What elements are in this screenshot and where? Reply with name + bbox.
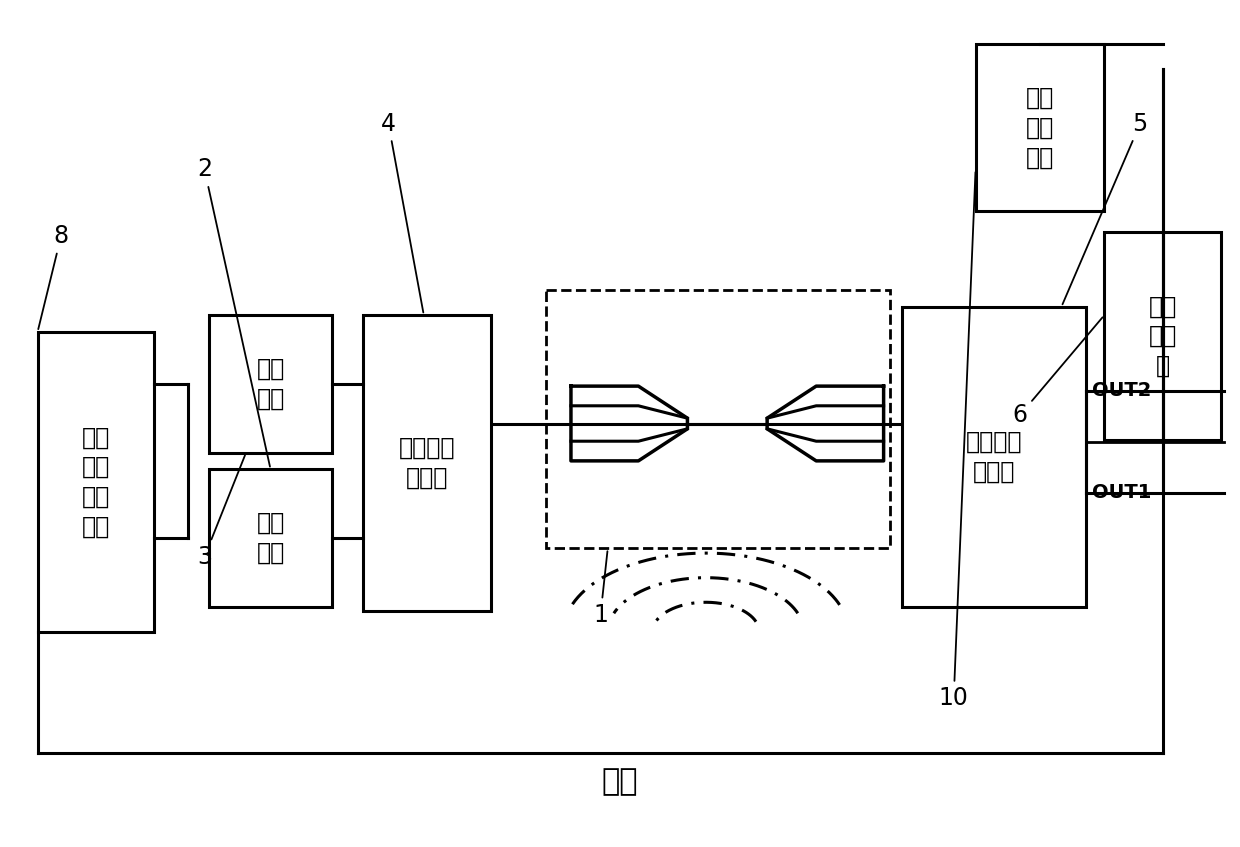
Text: 第一波分
复用器: 第一波分 复用器 <box>398 436 455 490</box>
Text: 3: 3 <box>197 455 246 569</box>
Bar <box>210 315 332 452</box>
Text: 光源
功率
控制
单元: 光源 功率 控制 单元 <box>82 425 110 539</box>
Text: 1: 1 <box>593 551 608 627</box>
Text: 声波: 声波 <box>601 767 639 796</box>
Bar <box>362 315 491 611</box>
Bar <box>37 332 154 632</box>
Text: 8: 8 <box>38 224 68 329</box>
Text: OUT1: OUT1 <box>1092 484 1152 502</box>
Bar <box>1105 232 1221 440</box>
Bar <box>547 291 890 549</box>
Text: 4: 4 <box>381 112 423 313</box>
Text: 6: 6 <box>1012 318 1102 427</box>
Bar <box>901 307 1086 606</box>
Bar <box>210 469 332 606</box>
Bar <box>976 44 1105 211</box>
Text: 光电
探测
器: 光电 探测 器 <box>1148 294 1177 378</box>
Text: 10: 10 <box>939 172 976 711</box>
Text: 第二波分
复用器: 第二波分 复用器 <box>966 430 1022 484</box>
Text: 探测
光源: 探测 光源 <box>257 512 285 565</box>
Text: 信号
分析
单元: 信号 分析 单元 <box>1025 86 1054 169</box>
Text: OUT2: OUT2 <box>1092 381 1152 401</box>
Text: 可控
光源: 可控 光源 <box>257 357 285 411</box>
Text: 2: 2 <box>197 158 270 467</box>
Text: 5: 5 <box>1063 112 1148 304</box>
